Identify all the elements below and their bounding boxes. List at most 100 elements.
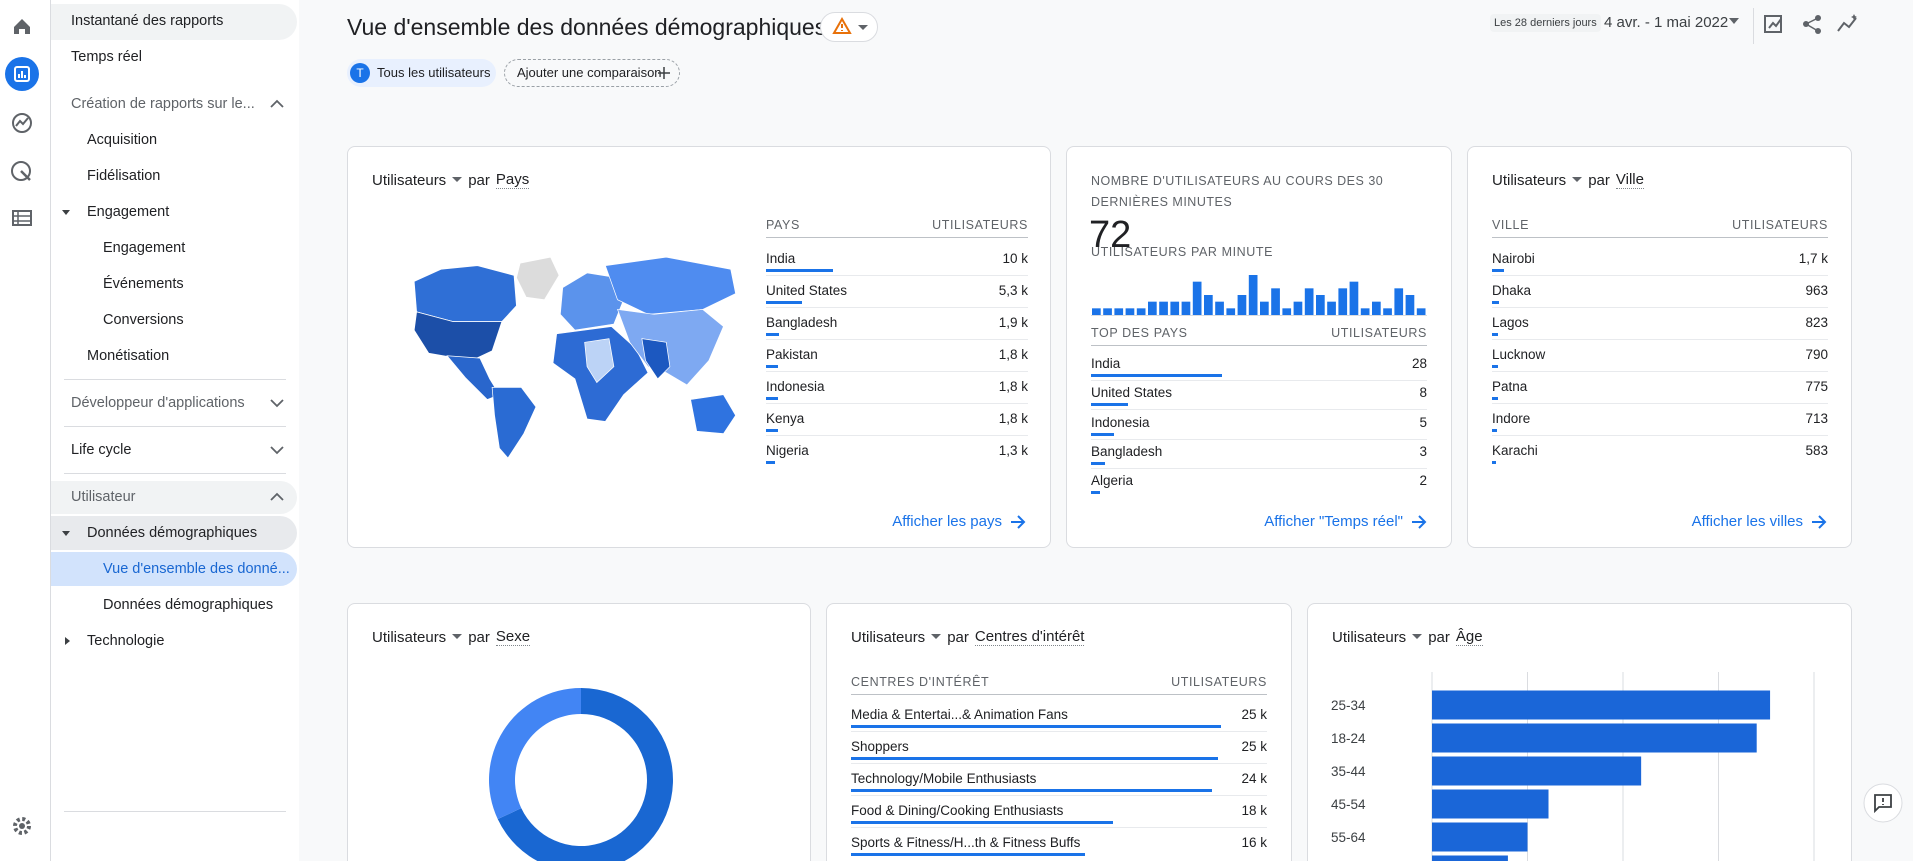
card-title: Utilisateurs par Centres d'intérêt [851,628,1085,646]
warning-chip[interactable] [820,12,878,42]
column-header: UTILISATEURS [1171,675,1267,689]
card-link[interactable]: Afficher les pays [892,513,1026,530]
row-label: Bangladesh [766,315,838,330]
title-by: par [468,628,490,646]
minute-bar [1360,308,1370,315]
row-value: 790 [1805,347,1828,362]
segment-chip[interactable] [347,59,496,87]
dropdown-arrow [1572,177,1583,182]
minute-bar [1349,281,1359,315]
dimension-selector[interactable]: Centres d'intérêt [974,628,1085,646]
page-title: Vue d'ensemble des données démographique… [347,14,827,40]
row-bar [766,397,779,400]
minute-bar [1103,308,1112,315]
row-value: 1,8 k [998,379,1028,394]
home-icon[interactable] [14,19,30,34]
settings-icon[interactable] [13,817,31,835]
row-rule [851,731,1267,732]
card-link[interactable]: Afficher les villes [1692,513,1827,530]
row-bar [766,429,779,432]
row-value: 5 [1419,414,1427,430]
date-dropdown[interactable] [1728,16,1740,26]
date-range[interactable]: 4 avr. - 1 mai 2022 [1604,14,1729,31]
sex-card: Utilisateurs par Sexe [347,603,811,861]
age-label: 25-34 [1331,698,1366,713]
chevron-icon [270,446,284,455]
city-card: Utilisateurs par Ville VILLE UTILISATEURS Nai… [1467,146,1852,548]
nav-item[interactable]: Événements [103,276,184,292]
realtime-card: NOMBRE D'UTILISATEURS AU COURS DES 30 DE… [1066,146,1452,548]
nav-item[interactable]: Utilisateur [71,489,136,505]
nav-item[interactable]: Life cycle [71,442,132,458]
nav-item[interactable]: Données démographiques [87,525,258,541]
row-bar [851,757,1219,760]
per-minute-chart [1091,275,1427,316]
row-bar [851,821,1114,824]
nav-item[interactable]: Développeur d'applications [71,395,245,411]
row-value: 8 [1419,385,1427,401]
metric-selector[interactable]: Utilisateurs [372,628,447,646]
advertising-icon[interactable] [11,161,31,181]
chevron-icon [270,492,284,501]
row-rule [1091,409,1427,411]
nav-item[interactable]: Création de rapports sur le... [71,96,255,112]
row-bar [766,365,779,368]
minute-bar [1316,295,1325,315]
title-by: par [947,628,969,646]
minute-bar [1338,288,1348,315]
dimension-selector[interactable]: Âge [1455,628,1483,646]
link-arrow [1412,514,1427,529]
age-bar [1432,822,1528,852]
card-link[interactable]: Afficher "Temps réel" [1264,513,1427,530]
nav-item[interactable]: Technologie [87,633,165,649]
nav-item[interactable]: Vue d'ensemble des donné... [103,561,290,577]
metric-dropdown [452,177,463,182]
row-value: 823 [1805,315,1828,330]
metric-dropdown [452,634,463,639]
header-rule [766,237,1028,238]
add-comparison-chip[interactable] [504,59,680,87]
nav-item[interactable]: Instantané des rapports [71,13,224,29]
configure-icon[interactable] [12,210,32,226]
explore-icon[interactable] [12,113,32,133]
nav-item[interactable]: Données démographiques [103,597,274,613]
card-title: Utilisateurs par Pays [372,171,530,189]
metric-selector[interactable]: Utilisateurs [1492,171,1567,189]
title-by: par [468,171,490,189]
nav-item[interactable]: Acquisition [87,132,158,148]
realtime-total: 72 [1089,214,1132,256]
dimension-selector[interactable]: Ville [1615,171,1644,189]
nav-item[interactable]: Temps réel [71,49,142,65]
header-actions[interactable] [1762,10,1872,38]
feedback-button[interactable] [1862,782,1904,824]
nav-item[interactable]: Conversions [103,312,184,328]
age-label: 35-44 [1331,764,1366,779]
nav-item[interactable]: Engagement [87,204,170,220]
minute-bar [1304,288,1314,315]
row-bar [1492,301,1499,304]
row-bar [1091,491,1101,495]
donut-segment [497,688,673,861]
dimension-selector[interactable]: Pays [495,171,530,189]
metric-selector[interactable]: Utilisateurs [1332,628,1407,646]
minute-bar [1237,295,1247,315]
row-bar [766,269,834,272]
date-label: Les 28 derniers jours [1490,14,1601,32]
row-label: United States [766,283,848,298]
card-title: Utilisateurs par Âge [1332,628,1483,646]
row-label: Indonesia [766,379,825,394]
minute-bar [1170,301,1180,315]
nav-item[interactable]: Engagement [103,240,186,256]
age-chart: 25-34 18-24 35-44 45-54 55-64 [1331,672,1815,861]
minute-bar [1260,301,1269,315]
metric-selector[interactable]: Utilisateurs [372,171,447,189]
nav-item-bg [51,481,297,514]
minute-bar [1226,308,1236,315]
dimension-selector[interactable]: Sexe [495,628,531,646]
row-value: 1,8 k [998,347,1028,362]
metric-selector[interactable]: Utilisateurs [851,628,926,646]
minute-bar [1181,301,1191,315]
nav-item[interactable]: Monétisation [87,348,170,364]
row-label: Bangladesh [1091,443,1163,459]
nav-item[interactable]: Fidélisation [87,168,161,184]
